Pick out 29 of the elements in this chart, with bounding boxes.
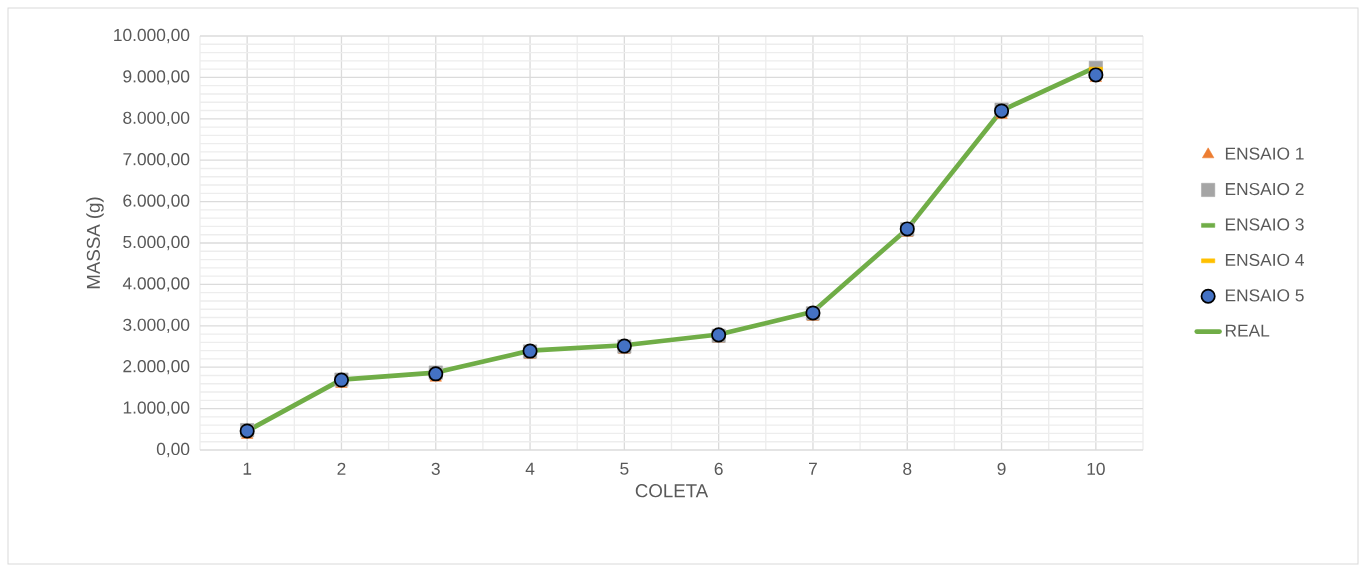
legend-label: ENSAIO 1 bbox=[1225, 147, 1304, 160]
legend-label: ENSAIO 2 bbox=[1225, 182, 1304, 196]
y-tick-label: 3.000,00 bbox=[123, 318, 190, 333]
x-tick-label: 8 bbox=[903, 462, 912, 475]
x-tick-label: 7 bbox=[809, 462, 817, 475]
y-tick-label: 4.000,00 bbox=[122, 277, 190, 292]
y-tick-label: 0,00 bbox=[156, 442, 190, 458]
y-tick-label: 6.000,00 bbox=[123, 194, 190, 209]
y-axis-title: MASSA (g) bbox=[86, 197, 104, 289]
legend-label: ENSAIO 3 bbox=[1225, 218, 1304, 231]
y-tick-label: 7.000,00 bbox=[123, 153, 190, 168]
x-tick-label: 2 bbox=[337, 462, 346, 475]
x-tick-label: 10 bbox=[1087, 462, 1105, 475]
x-tick-label: 3 bbox=[431, 462, 440, 475]
y-tick-label: 10.000,00 bbox=[114, 28, 190, 44]
legend-label: ENSAIO 5 bbox=[1225, 289, 1304, 302]
x-tick-label: 9 bbox=[997, 462, 1006, 475]
x-tick-label: 5 bbox=[620, 462, 629, 475]
legend-label: ENSAIO 4 bbox=[1225, 253, 1304, 267]
legend-label: REAL bbox=[1225, 324, 1270, 337]
x-tick-label: 6 bbox=[714, 462, 723, 475]
y-tick-label: 1.000,00 bbox=[123, 401, 190, 416]
y-tick-label: 2.000,00 bbox=[123, 360, 190, 375]
y-tick-label: 5.000,00 bbox=[123, 235, 190, 251]
x-tick-label: 1 bbox=[243, 462, 252, 475]
y-tick-label: 8.000,00 bbox=[123, 111, 190, 126]
x-axis-title: COLETA bbox=[635, 484, 709, 498]
x-tick-label: 4 bbox=[525, 462, 535, 475]
y-tick-label: 9.000,00 bbox=[123, 70, 190, 85]
